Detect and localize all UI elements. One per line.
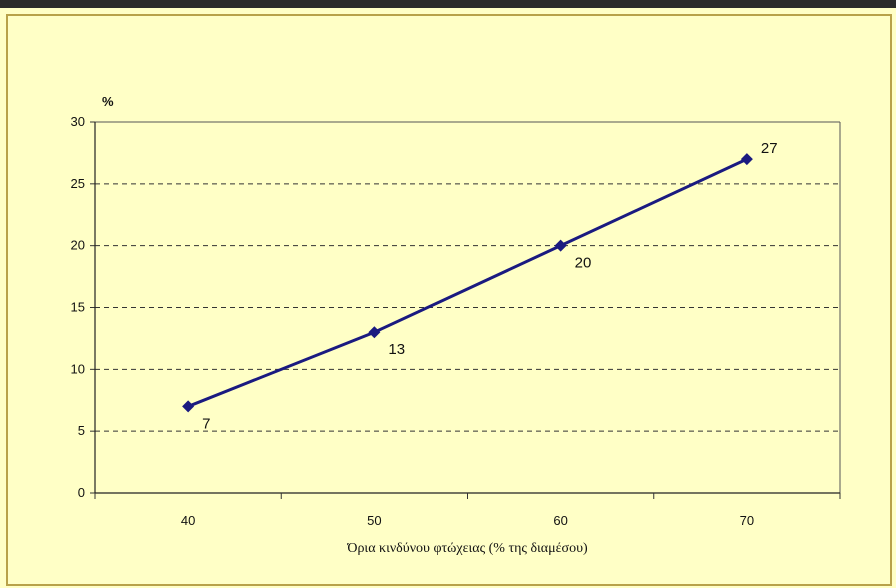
data-point-1 [368,326,381,339]
y-tick-label-5: 5 [78,423,85,438]
y-tick-label-0: 0 [78,485,85,500]
series-line-0 [187,157,748,408]
data-label-1: 13 [388,341,405,358]
top-strip [0,0,896,8]
data-point-3 [740,153,753,166]
data-label-0: 7 [202,415,210,432]
y-tick-label-20: 20 [71,238,85,253]
data-label-2: 20 [575,255,592,272]
y-tick-label-30: 30 [71,114,85,129]
x-axis-title: Όρια κινδύνου φτώχειας (% της διαμέσου) [346,541,588,556]
data-point-2 [554,239,567,252]
data-point-0 [182,400,195,413]
x-tick-label-60: 60 [553,513,567,528]
x-tick-label-70: 70 [740,513,754,528]
y-axis-unit: % [102,94,114,109]
y-tick-label-10: 10 [71,361,85,376]
x-tick-label-50: 50 [367,513,381,528]
chart-border [6,14,892,586]
x-tick-label-40: 40 [181,513,195,528]
y-tick-label-25: 25 [71,176,85,191]
y-tick-label-15: 15 [71,300,85,315]
data-label-3: 27 [761,140,778,157]
